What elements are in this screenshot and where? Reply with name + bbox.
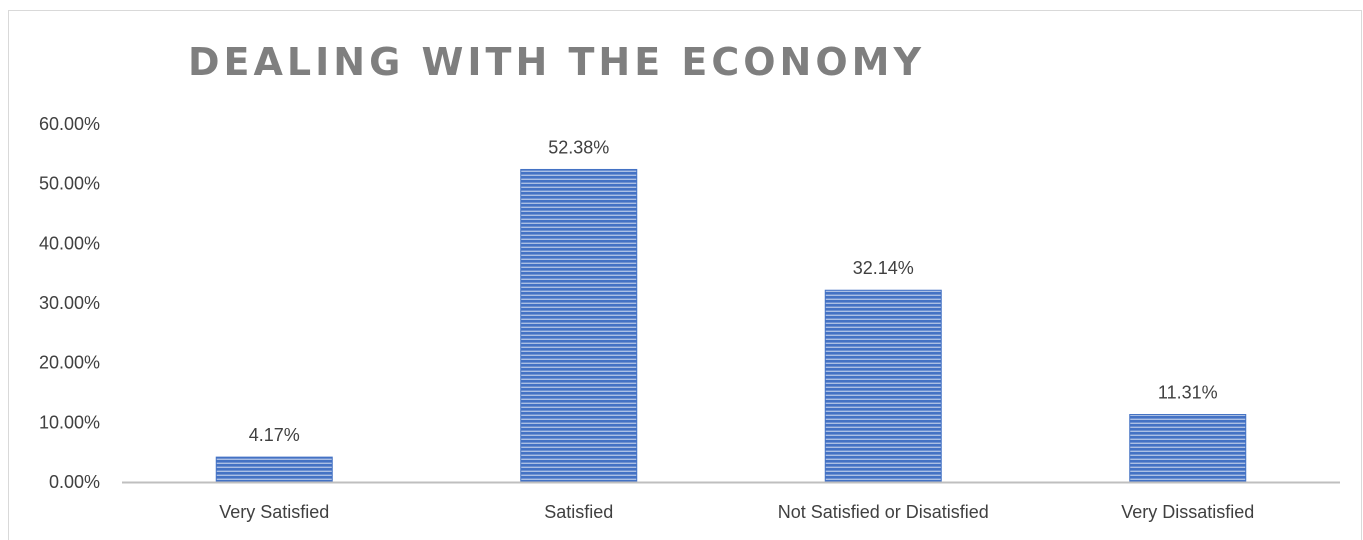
- bar: [216, 457, 332, 482]
- data-label: 52.38%: [548, 137, 609, 157]
- y-tick-label: 40.00%: [39, 233, 100, 253]
- x-axis: Very Satisfied Satisfied Not Satisfied or …: [219, 502, 1254, 522]
- category-label: Very Satisfied: [219, 502, 329, 522]
- y-tick-label: 30.00%: [39, 293, 100, 313]
- y-axis: 0.00% 10.00% 20.00% 30.00% 40.00% 50.00% 60.00…: [39, 114, 100, 492]
- category-label: Satisfied: [544, 502, 613, 522]
- y-tick-label: 0.00%: [49, 472, 100, 492]
- y-tick-label: 60.00%: [39, 114, 100, 134]
- data-label: 11.31%: [1158, 383, 1218, 403]
- y-tick-label: 10.00%: [39, 412, 100, 432]
- data-label: 32.14%: [853, 258, 914, 278]
- bar: [1130, 415, 1246, 482]
- category-label: Not Satisfied or Disatisfied: [778, 502, 989, 522]
- bars: [216, 169, 1246, 482]
- y-tick-label: 50.00%: [39, 174, 100, 194]
- y-tick-label: 20.00%: [39, 353, 100, 373]
- category-label: Very Dissatisfied: [1121, 502, 1254, 522]
- bar: [825, 290, 941, 482]
- bar: [521, 169, 637, 482]
- data-label: 4.17%: [249, 425, 300, 445]
- data-labels: 4.17% 52.38% 32.14% 11.31%: [249, 137, 1218, 445]
